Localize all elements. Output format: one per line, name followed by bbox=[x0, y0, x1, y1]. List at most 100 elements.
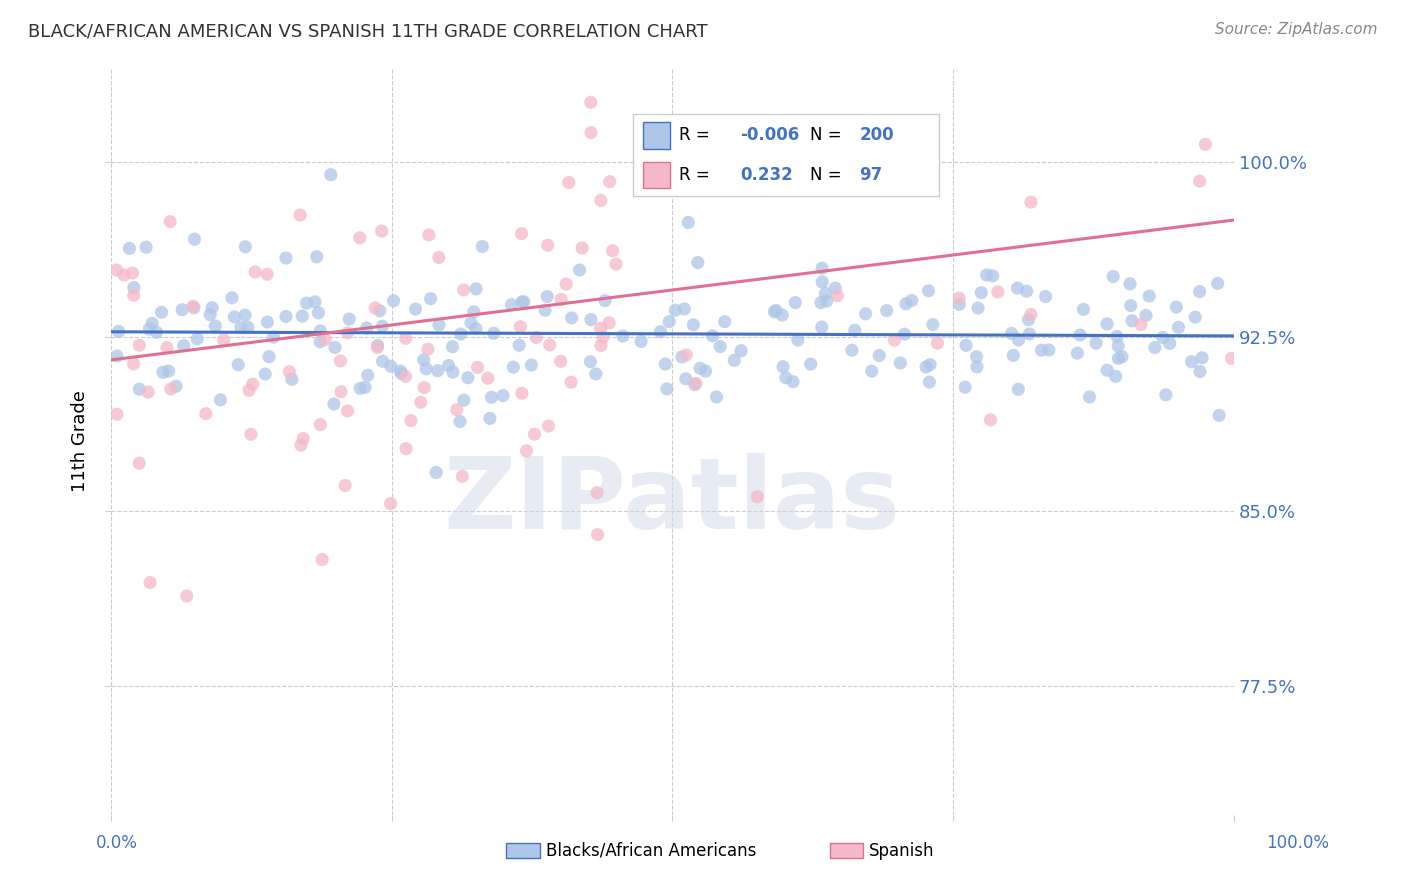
Point bbox=[1119, 299, 1142, 313]
Point bbox=[446, 402, 468, 417]
Point bbox=[918, 375, 941, 389]
Point bbox=[502, 360, 524, 375]
Point bbox=[811, 261, 834, 276]
Point bbox=[510, 227, 533, 241]
Point bbox=[650, 325, 672, 339]
Text: 100.0%: 100.0% bbox=[1265, 834, 1329, 852]
Point bbox=[122, 288, 145, 302]
Point bbox=[290, 438, 312, 452]
Point bbox=[1066, 346, 1088, 360]
Point bbox=[395, 442, 418, 456]
Point bbox=[855, 307, 877, 321]
Point bbox=[441, 340, 464, 354]
Point bbox=[538, 338, 561, 352]
Point bbox=[323, 397, 346, 411]
Text: R =: R = bbox=[679, 127, 716, 145]
Point bbox=[586, 485, 609, 500]
Point bbox=[364, 301, 387, 315]
Point bbox=[524, 330, 547, 344]
Point bbox=[558, 176, 581, 190]
Point bbox=[536, 289, 558, 303]
Point bbox=[165, 379, 187, 393]
Point bbox=[513, 294, 536, 309]
Point bbox=[415, 362, 437, 376]
Text: -0.006: -0.006 bbox=[740, 127, 800, 145]
Text: Source: ZipAtlas.com: Source: ZipAtlas.com bbox=[1215, 22, 1378, 37]
Point bbox=[970, 285, 993, 300]
Point bbox=[105, 407, 128, 421]
Point bbox=[281, 372, 304, 386]
Point bbox=[427, 251, 450, 265]
Point bbox=[537, 238, 560, 252]
Point bbox=[675, 372, 697, 386]
Point bbox=[602, 244, 624, 258]
Point bbox=[394, 369, 416, 384]
Point bbox=[763, 304, 786, 318]
Point bbox=[141, 316, 163, 330]
Point bbox=[592, 330, 614, 344]
Point bbox=[598, 316, 620, 330]
Point bbox=[441, 365, 464, 379]
Point bbox=[118, 242, 141, 256]
Point bbox=[349, 381, 371, 395]
Point bbox=[449, 414, 471, 428]
Point bbox=[953, 380, 976, 394]
Point bbox=[159, 214, 181, 228]
Point bbox=[239, 427, 262, 442]
Point bbox=[204, 318, 226, 333]
Point bbox=[1031, 343, 1053, 358]
Point bbox=[550, 293, 572, 307]
Point bbox=[478, 411, 501, 425]
Point bbox=[1111, 350, 1133, 364]
Point bbox=[1206, 277, 1229, 291]
Point bbox=[233, 308, 256, 322]
Point bbox=[579, 312, 602, 326]
Point bbox=[1019, 195, 1042, 210]
Point bbox=[770, 308, 793, 322]
Point bbox=[278, 365, 301, 379]
Point bbox=[599, 175, 621, 189]
Point bbox=[329, 354, 352, 368]
Point bbox=[1080, 54, 1102, 68]
Point bbox=[128, 338, 150, 352]
Point bbox=[555, 277, 578, 291]
Point bbox=[520, 358, 543, 372]
Point bbox=[685, 376, 707, 391]
Point bbox=[367, 338, 389, 352]
Point bbox=[370, 224, 392, 238]
Point bbox=[1121, 314, 1143, 328]
Point bbox=[201, 301, 224, 315]
Point bbox=[209, 392, 232, 407]
Point bbox=[457, 370, 479, 384]
Point bbox=[501, 298, 523, 312]
Point bbox=[159, 382, 181, 396]
Point bbox=[966, 359, 988, 374]
Point bbox=[683, 377, 706, 392]
Point bbox=[356, 321, 378, 335]
Point bbox=[927, 336, 949, 351]
Point bbox=[921, 318, 943, 332]
Point bbox=[1015, 284, 1038, 298]
Point bbox=[274, 310, 297, 324]
Point bbox=[309, 417, 332, 432]
Point bbox=[579, 95, 602, 110]
Point bbox=[800, 357, 823, 371]
Point bbox=[1119, 277, 1142, 291]
Point bbox=[333, 478, 356, 492]
Point bbox=[510, 294, 533, 309]
Point bbox=[1107, 351, 1129, 366]
Point bbox=[256, 267, 278, 281]
Point bbox=[747, 490, 769, 504]
Point bbox=[122, 357, 145, 371]
Point bbox=[612, 329, 634, 343]
Point bbox=[814, 286, 837, 301]
Point bbox=[138, 322, 160, 336]
Point bbox=[1095, 363, 1118, 377]
Point bbox=[579, 126, 602, 140]
Point bbox=[844, 323, 866, 337]
Point bbox=[311, 552, 333, 566]
Point bbox=[405, 302, 427, 317]
Point bbox=[782, 375, 804, 389]
Point bbox=[537, 419, 560, 434]
Point bbox=[955, 338, 977, 352]
